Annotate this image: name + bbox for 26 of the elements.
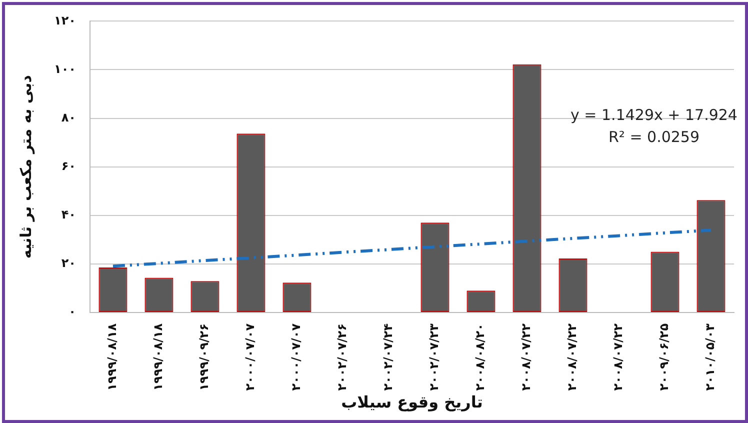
y-tick-label: ۲۰: [61, 256, 76, 270]
y-tick-label: ۸۰: [61, 110, 76, 124]
x-tick-label: ۲۰۰۸/۰۷/۲۲: [611, 322, 626, 391]
y-tick-label: ۶۰: [61, 158, 76, 173]
x-tick-label: ۲۰۰۰/۰۷/۰۷: [289, 322, 304, 391]
x-tick-label: ۲۰۰۲/۰۷/۲۶: [335, 323, 350, 391]
x-axis-title: تاریخ وقوع سیلاب: [341, 392, 483, 412]
x-tick-label: ۲۰۰۰/۰۷/۰۷: [243, 322, 258, 391]
y-tick-label: ۱۲۰: [54, 13, 76, 28]
annotation: R² = 0.0259: [608, 128, 700, 146]
annotation: y = 1.1429x + 17.924: [570, 106, 738, 124]
y-tick-label: ۰: [68, 304, 76, 319]
x-tick-label: ۲۰۱۰/۰۵/۰۳: [703, 322, 718, 391]
line-series: [111, 228, 712, 268]
x-tick-label: ۲۰۰۸/۰۷/۲۲: [519, 322, 534, 391]
y-tick-label: ۴۰: [61, 207, 76, 222]
x-tick-label: ۱۹۹۹/۰۸/۱۸: [105, 322, 120, 391]
x-tick-label: ۲۰۰۲/۰۷/۲۳: [427, 322, 442, 391]
y-axis-title: دبی به متر مکعب بر ثانیه: [16, 74, 35, 259]
x-tick-label: ۲۰۰۸/۰۸/۲۰: [473, 323, 488, 391]
y-tick-label: ۱۰۰: [54, 62, 76, 76]
x-tick-label: ۱۹۹۹/۰۸/۱۸: [151, 322, 166, 391]
x-tick-label: ۱۹۹۹/۰۹/۲۶: [197, 323, 212, 391]
x-tick-label: ۲۰۰۸/۰۷/۲۲: [565, 322, 580, 391]
x-tick-label: ۲۰۰۲/۰۷/۲۴: [381, 323, 396, 391]
x-tick-label: ۲۰۰۹/۰۶/۲۵: [657, 323, 672, 391]
